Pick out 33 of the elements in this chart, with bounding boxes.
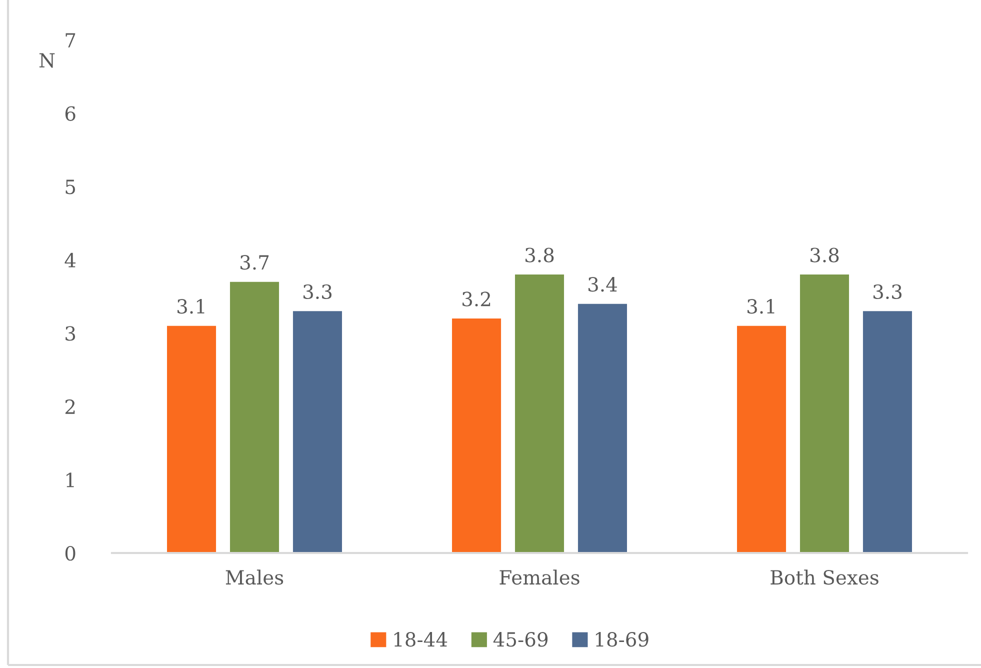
y-tick-label: 1 [66,472,74,488]
data-label: 3.3 [304,284,332,300]
y-tick-label: 0 [65,546,76,561]
bar [862,311,912,553]
bar [514,274,564,553]
legend-label: 18-69 [596,632,648,647]
data-label: 3.7 [240,255,269,270]
bar [578,304,627,553]
bar [452,318,502,553]
data-label: 3.3 [874,284,902,300]
y-tick-label: 2 [65,399,75,414]
data-label: 3.8 [526,248,554,262]
legend-label: 45-69 [493,632,548,647]
data-label: 3.1 [748,299,774,314]
legend-label: 18-44 [394,632,448,647]
bar [800,274,850,553]
bar [167,326,216,553]
y-tick-label: 3 [66,326,76,341]
y-tick-label: 4 [64,252,76,268]
x-tick-label: Males [226,570,284,585]
bar [737,326,786,553]
data-label: 3.2 [462,292,490,306]
bar [230,282,280,553]
y-tick-label: 5 [66,180,76,194]
bar [292,311,342,553]
x-tick-label: Both Sexes [770,570,878,585]
y-axis-title: N [39,53,55,68]
y-tick-label: 7 [66,33,76,48]
y-tick-label: 6 [65,106,76,121]
data-label: 3.1 [178,299,204,314]
data-label: 3.8 [810,248,839,262]
data-label: 3.4 [588,277,617,292]
x-tick-label: Females [500,570,580,585]
